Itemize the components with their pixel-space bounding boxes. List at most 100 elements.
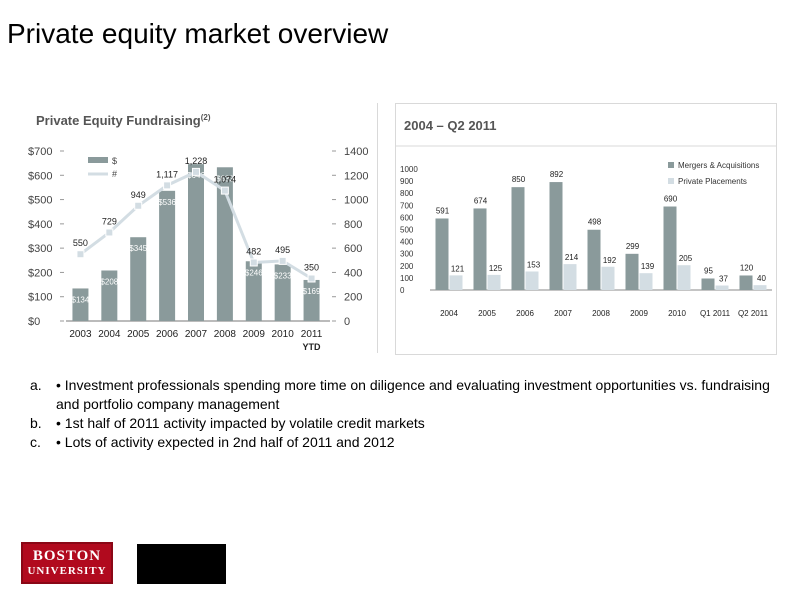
- bar-value-label: $169: [303, 287, 321, 296]
- line-marker: [220, 186, 229, 195]
- fundraising-chart: Private Equity Fundraising(2) $0 $100 $200 $…: [28, 113, 368, 352]
- bullet-list: a. • Investment professionals spending m…: [30, 376, 770, 452]
- line-value-label: 949: [131, 190, 146, 200]
- x-tick-label: 2005: [127, 329, 150, 340]
- x-tick-label: 2008: [214, 329, 237, 340]
- chart-title-superscript: (2): [201, 113, 211, 122]
- bar: [435, 218, 449, 290]
- bar-value-label: 120: [740, 263, 754, 272]
- legend-swatch: [668, 162, 674, 168]
- bullet-text: • Investment professionals spending more…: [56, 377, 770, 412]
- x-tick-sublabel: YTD: [303, 342, 322, 352]
- y-tick-label: 400: [400, 238, 414, 247]
- chart-title: Private Equity Fundraising(2): [36, 113, 211, 128]
- bar-value-label: 299: [626, 242, 640, 251]
- bullet-letter: b.: [30, 415, 42, 431]
- line-marker: [163, 181, 172, 190]
- x-tick-label: 2006: [156, 329, 179, 340]
- bar: [101, 270, 118, 321]
- bar-value-label: $536: [158, 198, 176, 207]
- bar-value-label: 139: [641, 262, 655, 271]
- x-tick-label: 2007: [185, 329, 208, 340]
- bar-value-label: 850: [512, 175, 526, 184]
- x-tick-label: 2009: [630, 309, 648, 318]
- bar: [753, 285, 767, 290]
- bar: [739, 275, 753, 290]
- y2-tick-label: 1200: [344, 170, 368, 182]
- y-tick-label: 800: [400, 189, 414, 198]
- y2-tick-label: 400: [344, 267, 362, 279]
- bullet-letter: c.: [30, 434, 41, 450]
- bar: [188, 164, 204, 321]
- line-value-label: 350: [304, 263, 319, 273]
- bar: [487, 274, 501, 290]
- y-tick-label: $400: [28, 219, 52, 231]
- bullet-text: • 1st half of 2011 activity impacted by …: [56, 415, 425, 431]
- y-tick-label: 100: [400, 274, 414, 283]
- bar-value-label: $246: [245, 268, 263, 277]
- y-tick-label: $0: [28, 316, 40, 328]
- line-value-label: 1,228: [185, 156, 208, 166]
- line-value-label: 1,074: [214, 175, 237, 185]
- chart-title: 2004 – Q2 2011: [404, 118, 497, 133]
- x-tick-label: Q2 2011: [738, 309, 769, 318]
- bar-value-label: 892: [550, 170, 564, 179]
- line-value-label: 495: [275, 245, 290, 255]
- y-tick-label: $100: [28, 292, 52, 304]
- legend-label: Mergers & Acquisitions: [678, 161, 759, 170]
- bar: [701, 278, 715, 290]
- bar-value-label: 192: [603, 256, 617, 265]
- legend-label: #: [112, 169, 117, 179]
- y2-tick-label: 1400: [344, 146, 368, 158]
- bar: [274, 264, 291, 321]
- x-tick-label: 2003: [69, 329, 92, 340]
- legend-swatch: [668, 178, 674, 184]
- bullet-item: a. • Investment professionals spending m…: [30, 376, 770, 414]
- y2-tick-label: 800: [344, 219, 362, 231]
- bar: [563, 264, 577, 290]
- line-marker: [278, 256, 287, 265]
- x-tick-label: 2004: [98, 329, 121, 340]
- bar: [449, 275, 463, 290]
- bar-value-label: 153: [527, 260, 541, 269]
- logo-line-2: UNIVERSITY: [27, 565, 107, 577]
- y-tick-label: $600: [28, 170, 52, 182]
- x-tick-label: 2005: [478, 309, 496, 318]
- bar-value-label: 37: [719, 275, 728, 284]
- line-marker: [307, 274, 316, 283]
- line-value-label: 482: [246, 246, 261, 256]
- black-block: [137, 544, 226, 584]
- y-tick-label: 500: [400, 226, 414, 235]
- line-value-label: 550: [73, 238, 88, 248]
- y-tick-label: $700: [28, 146, 52, 158]
- bar-value-label: 591: [436, 206, 450, 215]
- bar-value-label: $233: [274, 271, 292, 280]
- y-tick-label: 900: [400, 177, 414, 186]
- bullet-letter: a.: [30, 377, 42, 393]
- x-tick-label: 2010: [272, 329, 295, 340]
- x-tick-label: 2011: [301, 329, 323, 340]
- legend-label: Private Placements: [678, 177, 747, 186]
- bullet-item: b. • 1st half of 2011 activity impacted …: [30, 414, 770, 433]
- bar-value-label: $345: [129, 244, 147, 253]
- bullet-text: • Lots of activity expected in 2nd half …: [56, 434, 395, 450]
- x-tick-label: 2006: [516, 309, 534, 318]
- bar-value-label: $633: [216, 174, 234, 183]
- bar-value-label: 125: [489, 264, 503, 273]
- y-tick-label: 300: [400, 250, 414, 259]
- bar: [473, 208, 487, 290]
- x-tick-label: 2004: [440, 309, 458, 318]
- y2-tick-label: 200: [344, 292, 362, 304]
- bar-value-label: 674: [474, 196, 488, 205]
- line-marker: [192, 167, 200, 176]
- bar-value-label: 690: [664, 195, 678, 204]
- ma-pp-chart: 2004 – Q2 2011 0 100 200 300 400 500 600 700 800 9…: [396, 118, 776, 318]
- bar-value-label: $134: [72, 295, 90, 304]
- line-marker: [249, 258, 258, 267]
- line-marker: [134, 201, 143, 210]
- x-tick-label: 2008: [592, 309, 610, 318]
- x-tick-label: 2010: [668, 309, 686, 318]
- y-tick-label: 600: [400, 213, 414, 222]
- bar-value-label: 95: [704, 267, 713, 276]
- y-tick-label: 1000: [400, 165, 418, 174]
